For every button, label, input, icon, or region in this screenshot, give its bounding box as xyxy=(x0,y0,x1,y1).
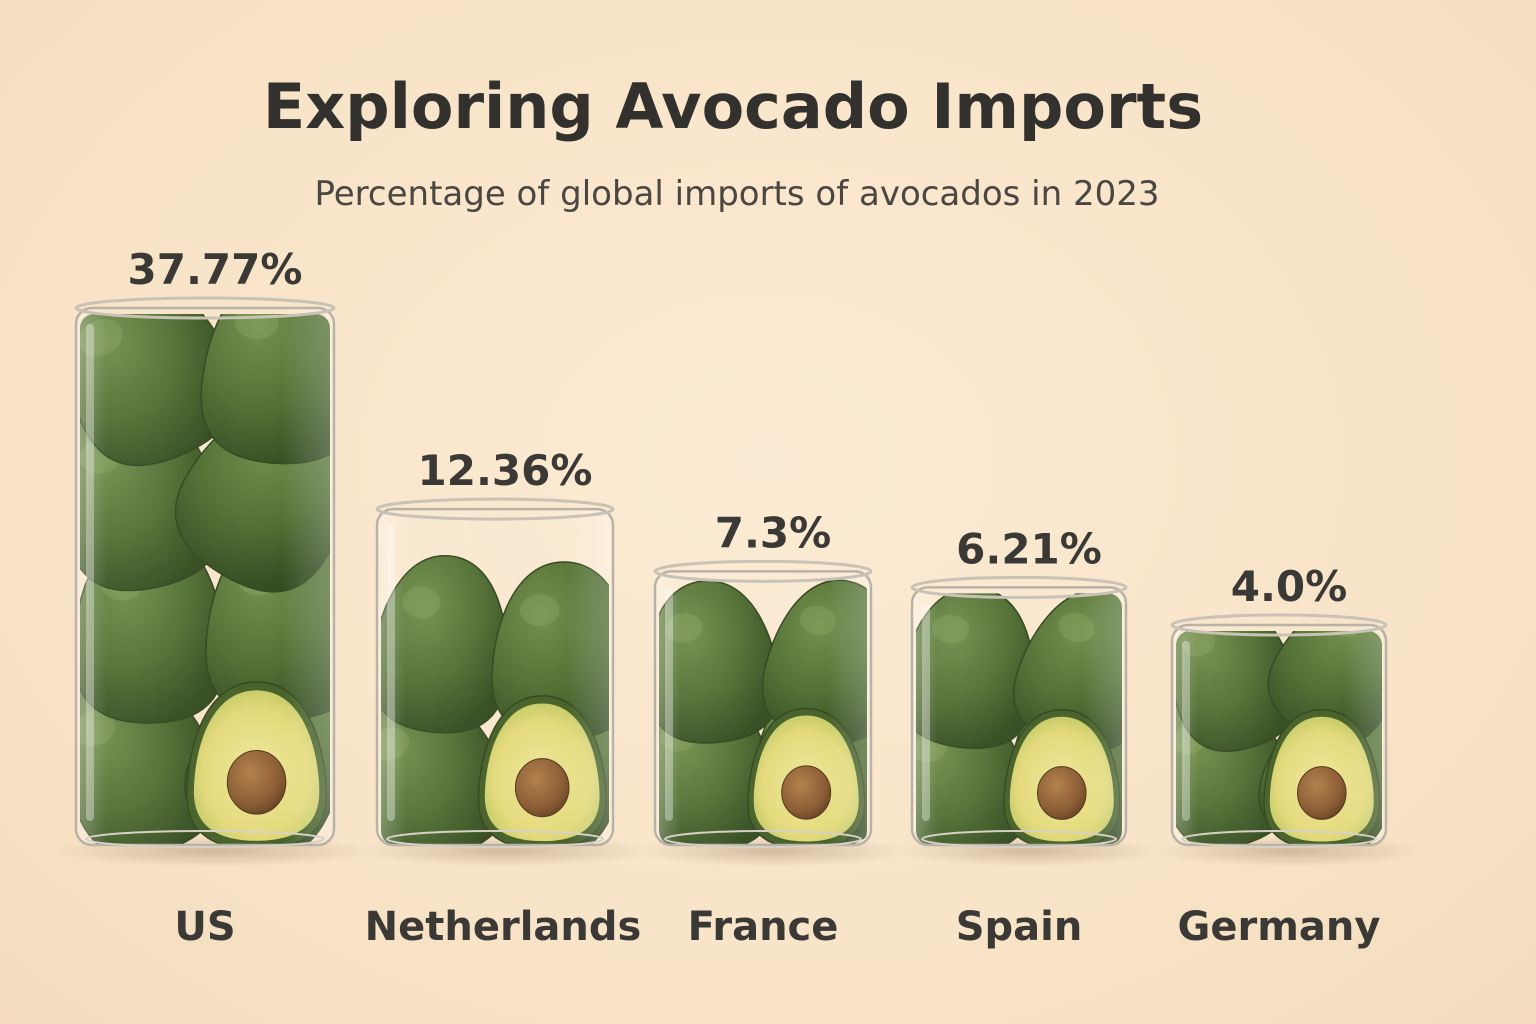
glass-jar-icon xyxy=(910,586,1128,847)
jar-base xyxy=(664,830,862,848)
jar-highlight xyxy=(922,603,930,821)
glass-jar-icon xyxy=(653,570,873,847)
jar-base xyxy=(921,830,1117,848)
chart-title: Exploring Avocado Imports xyxy=(262,70,1204,143)
bar-jar-france xyxy=(639,559,907,867)
bar-jar-spain xyxy=(896,575,1162,867)
value-label-netherlands: 12.36% xyxy=(418,446,593,495)
category-label-spain: Spain xyxy=(956,904,1083,950)
bar-jar-netherlands xyxy=(358,497,652,867)
jar-base xyxy=(1181,830,1377,848)
category-label-germany: Germany xyxy=(1178,904,1381,950)
glass-jar-icon xyxy=(375,507,615,847)
jar-base xyxy=(386,830,604,848)
value-label-france: 7.3% xyxy=(715,508,831,557)
category-label-france: France xyxy=(688,904,839,950)
value-label-germany: 4.0% xyxy=(1231,562,1347,611)
category-label-us: US xyxy=(174,904,235,950)
bar-jar-us xyxy=(55,296,375,867)
bar-jar-germany xyxy=(1156,613,1422,867)
jar-rim xyxy=(910,575,1128,599)
jar-highlight xyxy=(665,587,673,821)
jar-base xyxy=(85,830,325,848)
jar-rim xyxy=(653,559,873,583)
jar-highlight xyxy=(1182,641,1190,821)
jar-rim xyxy=(375,497,615,521)
glass-jar-icon xyxy=(1170,623,1388,847)
value-label-spain: 6.21% xyxy=(956,524,1102,573)
jar-highlight xyxy=(86,324,94,821)
value-label-us: 37.77% xyxy=(128,245,303,294)
jar-rim xyxy=(74,296,336,320)
jar-highlight xyxy=(387,525,395,821)
chart-subtitle: Percentage of global imports of avocados… xyxy=(314,174,1160,214)
category-label-netherlands: Netherlands xyxy=(365,904,642,950)
glass-jar-icon xyxy=(74,306,336,847)
jar-rim xyxy=(1170,613,1388,637)
